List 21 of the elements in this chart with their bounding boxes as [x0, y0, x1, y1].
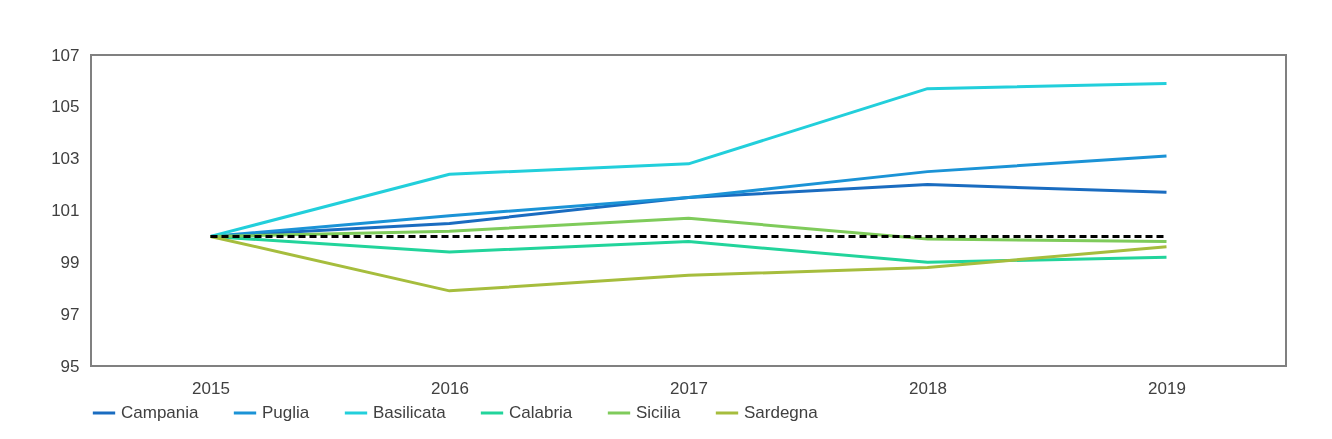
y-tick-label: 103 — [51, 149, 80, 169]
legend-label: Sardegna — [744, 403, 819, 422]
line-series — [209, 216, 1168, 244]
y-tick-label: 95 — [60, 356, 80, 376]
legend-label: Sicilia — [636, 403, 681, 422]
x-tick-label: 2019 — [1148, 378, 1186, 398]
legend-label: Basilicata — [373, 403, 447, 422]
line-series — [209, 82, 1168, 238]
y-tick-label: 99 — [60, 252, 80, 272]
y-tick-label: 105 — [51, 97, 80, 117]
line-series — [209, 234, 1168, 293]
y-tick-label: 107 — [51, 45, 80, 65]
x-tick-label: 2015 — [192, 378, 230, 398]
legend-label: Calabria — [509, 403, 573, 422]
x-tick-label: 2017 — [670, 378, 708, 398]
x-tick-label: 2018 — [909, 378, 947, 398]
legend-label: Campania — [121, 403, 200, 422]
x-tick-label: 2016 — [431, 378, 469, 398]
y-tick-label: 97 — [60, 304, 80, 324]
legend-label: Puglia — [262, 403, 310, 422]
y-tick-label: 101 — [51, 201, 80, 220]
